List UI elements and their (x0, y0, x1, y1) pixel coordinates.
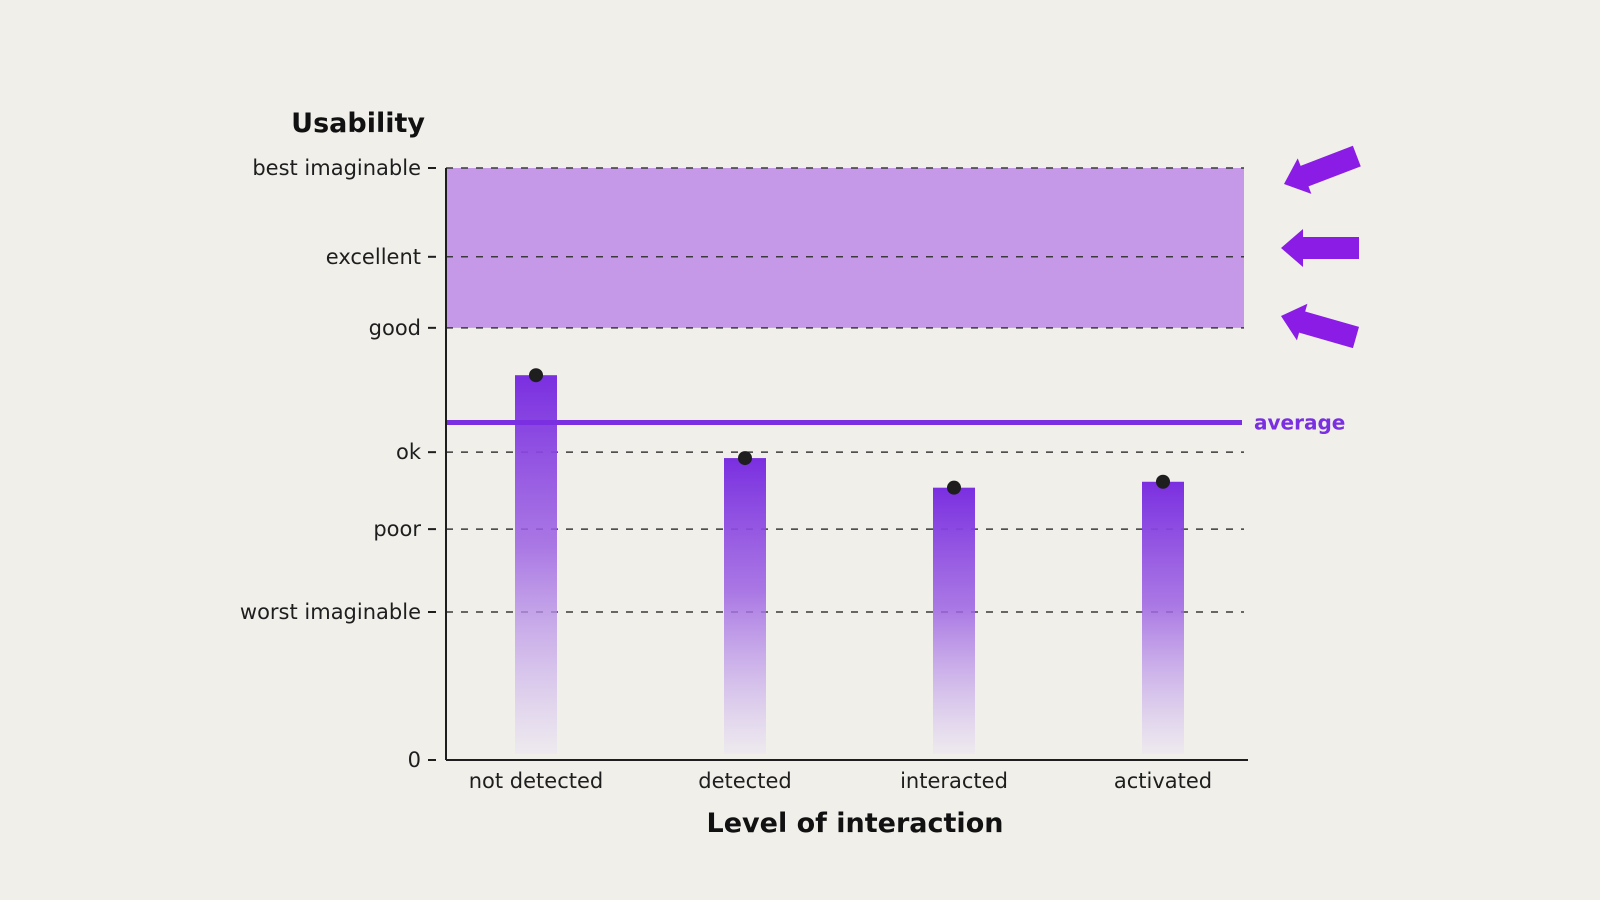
bars (515, 368, 1184, 754)
x-tick-label: activated (1114, 769, 1212, 793)
x-tick-labels: not detected detected interacted activated (469, 769, 1212, 793)
data-point (1156, 474, 1170, 489)
y-tick-label: good (369, 316, 421, 340)
data-point (947, 480, 961, 495)
arrow-icon (1281, 229, 1359, 267)
y-tick-labels: 0 worst imaginable poor ok good excellent best… (240, 156, 436, 772)
y-tick-label: worst imaginable (240, 600, 421, 624)
y-axis-title: Usability (291, 108, 425, 139)
x-tick-label: not detected (469, 769, 604, 793)
arrows (1281, 145, 1361, 349)
axes (445, 168, 1248, 761)
bar (724, 458, 766, 754)
y-tick-label: 0 (408, 748, 421, 772)
y-tick-label: best imaginable (252, 156, 421, 180)
average-label: average (1254, 411, 1345, 435)
y-tick-label: ok (396, 440, 422, 464)
x-axis-title: Level of interaction (707, 808, 1004, 839)
data-point (738, 451, 752, 466)
x-tick-label: interacted (900, 769, 1008, 793)
gridlines (446, 167, 1244, 613)
bar (515, 375, 557, 754)
target-band (446, 168, 1244, 328)
y-tick-label: poor (373, 517, 421, 541)
arrow-icon (1281, 303, 1360, 349)
data-point (529, 368, 543, 383)
bar (933, 487, 975, 754)
y-tick-label: excellent (326, 245, 421, 269)
arrow-icon (1284, 145, 1361, 194)
x-tick-label: detected (698, 769, 791, 793)
bar (1142, 481, 1184, 754)
